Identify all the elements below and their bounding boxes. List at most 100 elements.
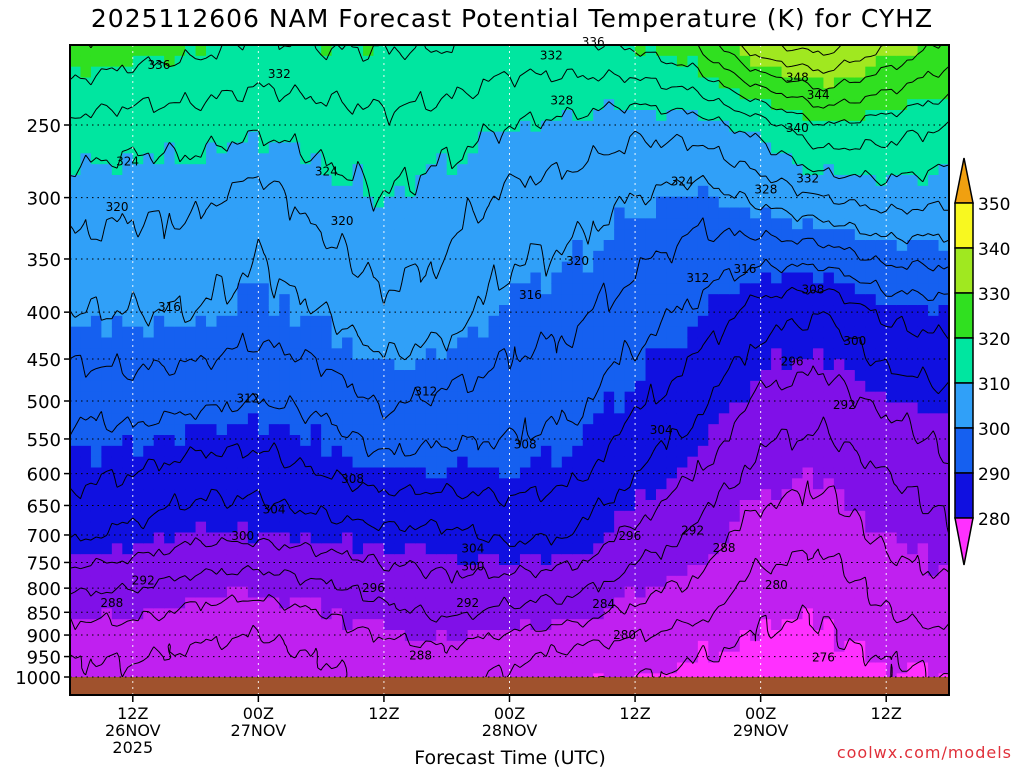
field-cell — [530, 207, 542, 219]
field-cell — [247, 175, 259, 187]
field-cell — [907, 218, 919, 230]
field-cell — [928, 554, 940, 566]
field-cell — [886, 164, 898, 176]
field-cell — [907, 543, 919, 555]
field-cell — [279, 326, 291, 339]
field-cell — [446, 424, 458, 436]
field-cell — [216, 77, 228, 89]
field-cell — [676, 478, 688, 490]
field-cell — [352, 445, 364, 458]
field-cell — [394, 586, 406, 599]
field-cell — [666, 218, 678, 230]
field-cell — [519, 240, 532, 252]
field-cell — [321, 359, 333, 371]
field-cell — [645, 153, 657, 165]
field-cell — [237, 55, 249, 68]
field-cell — [833, 305, 845, 317]
field-cell — [258, 142, 270, 154]
field-cell — [750, 55, 762, 68]
field-cell — [488, 380, 500, 393]
field-cell — [206, 597, 218, 609]
field-cell — [896, 630, 908, 642]
field-cell — [865, 608, 877, 620]
field-cell — [886, 510, 898, 523]
field-cell — [530, 337, 542, 349]
field-cell — [446, 131, 458, 144]
field-cell — [760, 294, 772, 306]
field-cell — [519, 380, 532, 393]
field-cell — [519, 261, 532, 274]
field-cell — [802, 630, 814, 642]
field-cell — [865, 543, 877, 555]
field-cell — [886, 88, 898, 100]
field-cell — [509, 651, 521, 664]
field-cell — [509, 326, 521, 339]
field-cell — [582, 218, 594, 230]
field-cell — [352, 315, 364, 328]
field-cell — [551, 272, 563, 284]
field-cell — [697, 175, 709, 187]
field-cell — [258, 391, 270, 404]
field-cell — [656, 88, 668, 100]
field-cell — [875, 391, 887, 404]
field-cell — [352, 294, 364, 306]
field-cell — [645, 619, 657, 631]
field-cell — [509, 196, 521, 209]
field-cell — [928, 424, 940, 436]
field-cell — [415, 77, 427, 89]
field-cell — [289, 99, 301, 111]
field-cell — [676, 142, 688, 154]
field-cell — [321, 619, 333, 631]
field-cell — [300, 532, 312, 544]
field-cell — [467, 77, 479, 89]
field-cell — [718, 250, 730, 263]
field-cell — [645, 88, 657, 100]
field-cell — [854, 348, 866, 360]
field-cell — [907, 424, 919, 436]
field-cell — [488, 565, 500, 577]
field-cell — [812, 445, 825, 458]
field-cell — [352, 66, 364, 79]
field-cell — [80, 45, 92, 57]
field-cell — [750, 619, 762, 631]
field-cell — [90, 261, 102, 274]
field-cell — [802, 185, 814, 198]
field-cell — [718, 424, 730, 436]
field-cell — [268, 294, 280, 306]
field-cell — [425, 445, 437, 458]
field-cell — [519, 651, 532, 664]
field-cell — [383, 640, 395, 653]
field-cell — [896, 424, 908, 436]
field-cell — [216, 597, 228, 609]
field-cell — [833, 500, 845, 512]
field-cell — [624, 500, 636, 512]
field-cell — [457, 305, 469, 317]
field-cell — [771, 510, 783, 523]
field-cell — [216, 305, 228, 317]
field-cell — [174, 250, 186, 263]
field-cell — [708, 640, 720, 653]
field-cell — [530, 99, 542, 111]
field-cell — [268, 164, 280, 176]
field-cell — [792, 185, 804, 198]
field-cell — [206, 272, 218, 284]
field-cell — [457, 424, 469, 436]
field-cell — [697, 164, 709, 176]
field-cell — [854, 218, 866, 230]
field-cell — [551, 662, 563, 674]
field-cell — [226, 500, 239, 512]
field-cell — [635, 586, 647, 599]
field-cell — [467, 651, 479, 664]
field-cell — [237, 142, 249, 154]
field-cell — [718, 413, 730, 425]
field-cell — [676, 445, 688, 458]
field-cell — [300, 337, 312, 349]
field-cell — [164, 380, 176, 393]
field-cell — [436, 543, 448, 555]
field-cell — [802, 521, 814, 534]
field-cell — [530, 619, 542, 631]
field-cell — [70, 348, 82, 360]
field-cell — [289, 662, 301, 674]
field-cell — [446, 120, 458, 133]
field-cell — [174, 510, 186, 523]
